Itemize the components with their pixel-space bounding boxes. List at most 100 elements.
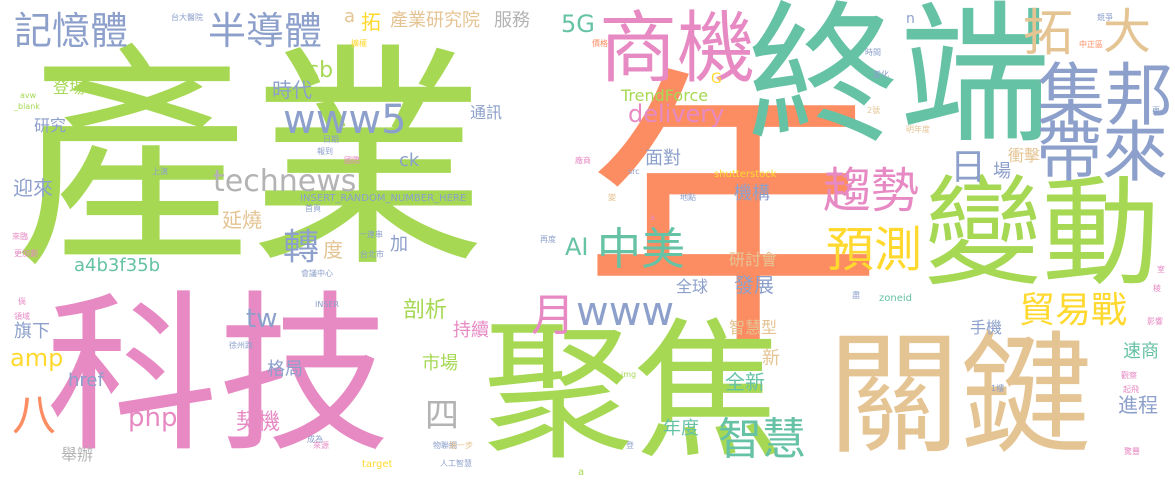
word-qiaoxiang: 驚豐 (1124, 447, 1140, 456)
word-guoji: 國際 (344, 156, 360, 165)
word-trendforce: TrendForce (621, 86, 709, 105)
word-a2: a (578, 467, 585, 478)
word-zaidu: 再度 (540, 235, 556, 244)
word-tuo2: 拓 (361, 10, 381, 34)
word-php: php (128, 403, 178, 433)
word-xin: 新 (762, 348, 780, 369)
word-zhongzhengqu: 中正區 (1079, 40, 1103, 49)
word-a3: a (650, 213, 655, 222)
word-riqi: 日期 (323, 135, 339, 144)
word-huiyizhongxin: 會議中心 (301, 269, 333, 278)
word-maoyizhan: 貿易戰 (1019, 290, 1128, 331)
word-geju: 格局 (267, 359, 303, 380)
word-tw: tw (246, 304, 278, 334)
word-baodao: 報到 (317, 147, 333, 156)
word-n: n (906, 11, 915, 27)
word-ck: ck (399, 150, 420, 171)
word-shangji: 商機 (599, 4, 756, 94)
word-biandong: 變動 (924, 164, 1161, 302)
word-avw: avw (20, 91, 37, 100)
word-jincheng: 進程 (1118, 393, 1158, 417)
word-shouye: 首頁 (305, 204, 321, 213)
word-changshang: 廠商 (575, 156, 591, 165)
word-yantaohui: 研討會 (729, 250, 778, 269)
word-yuce: 預測 (826, 222, 923, 278)
word-huayuan: 擴權 (351, 39, 367, 48)
word-jiage: 價格 (592, 39, 608, 48)
word-leng: 稜 (1153, 284, 1161, 293)
word-wulianwang: 物聯網 (433, 441, 457, 450)
word-bian: 變 (608, 193, 616, 202)
word-g: G (711, 71, 722, 87)
word-xuzhoulu: 徐州路 (229, 341, 253, 350)
word-delivery: delivery (628, 100, 725, 128)
word-target: target (362, 459, 393, 470)
word-cb: cb (307, 58, 334, 83)
word-jiyiti: 記憶體 (14, 9, 129, 53)
word-guanjian: 關鍵 (828, 319, 1092, 473)
word-shangyan: 上演 (152, 167, 168, 176)
word-href: href (68, 370, 104, 391)
word-shidai: 時代 (272, 78, 312, 102)
word-lianchuang: 一連串 (359, 230, 383, 239)
word-taibeishi: 台北市 (360, 250, 384, 259)
word-jujiao: 聚焦 (483, 306, 784, 480)
word-yanjiu: 研究 (34, 116, 67, 135)
word-yinglai: 迎來 (13, 176, 53, 200)
word-qifei: 起飛 (1123, 385, 1139, 394)
word-ba: 八 (12, 390, 56, 441)
word-zoneid: zoneid (879, 293, 912, 304)
word-yingxiang: 影響 (1147, 317, 1163, 326)
word-qiji: 契機 (236, 410, 281, 435)
word-shijian: 時間 (865, 48, 881, 57)
word-juban: 舉辦 (61, 445, 94, 464)
word-shouji: 手機 (970, 318, 1003, 337)
word-laomao: 來臨 (12, 232, 28, 241)
word-taidayiyuan: 台大醫院 (171, 13, 203, 22)
word-fazhan: 發展 (734, 273, 774, 297)
word-xuan: 盡 (852, 291, 860, 300)
word-bianhua: 變化 (873, 70, 889, 79)
word-rengongzhihui: 人工智慧 (440, 459, 472, 468)
word-deng: 登 (626, 441, 634, 450)
word-zhihuixing: 智慧型 (729, 318, 778, 337)
word-dengchang: 登場 (53, 78, 86, 97)
word-bandaoti: 半導體 (208, 9, 323, 53)
word-laiyuan: 來源 (313, 441, 329, 450)
word-geng: 更 (1152, 106, 1160, 115)
word-quanqiu: 全球 (676, 277, 709, 296)
word-shutterstock: shutterstock (714, 169, 777, 180)
word-didian: 地點 (680, 193, 696, 202)
word-jia: 加 (390, 234, 408, 255)
word-tongxun: 通訊 (470, 103, 503, 122)
word-technews: technews (213, 164, 357, 199)
word-du: 度 (323, 238, 343, 262)
word-da: 大 (1103, 4, 1152, 60)
word-2hao: 2號 (867, 106, 881, 115)
word-jingzheng: 競爭 (1097, 13, 1113, 22)
word-quanxin: 全新 (725, 370, 765, 394)
word-yue: 月 (531, 290, 575, 341)
word-www5: www5 (283, 97, 407, 143)
word-zhongmei: 中美 (597, 224, 685, 275)
word-chanye: 產業 (14, 24, 487, 299)
word-niandu: 年度 (663, 418, 699, 439)
word-inser: INSER (315, 300, 340, 309)
word-a1: a (344, 6, 356, 27)
word-1lou: 1樓 (991, 384, 1005, 393)
word-genchuang: 更加劇 (14, 249, 38, 258)
word-sushang: 速商 (1123, 341, 1159, 362)
word-nian: 年 (583, 43, 883, 392)
word-ai: AI (565, 233, 589, 261)
word-qushi: 趨勢 (823, 163, 920, 219)
word-src: src (628, 167, 640, 176)
word-zhaoshi: 觀察 (1121, 371, 1137, 380)
word-chongji: 衝擊 (1008, 146, 1041, 165)
word-jibang: 集邦 (1037, 57, 1174, 136)
word-ri: 日 (950, 147, 987, 188)
word-shi: 室 (1157, 265, 1165, 274)
word-yanshao: 延燒 (222, 208, 262, 232)
word-chang: 場 (993, 161, 1011, 182)
word-5g: 5G (561, 10, 595, 38)
